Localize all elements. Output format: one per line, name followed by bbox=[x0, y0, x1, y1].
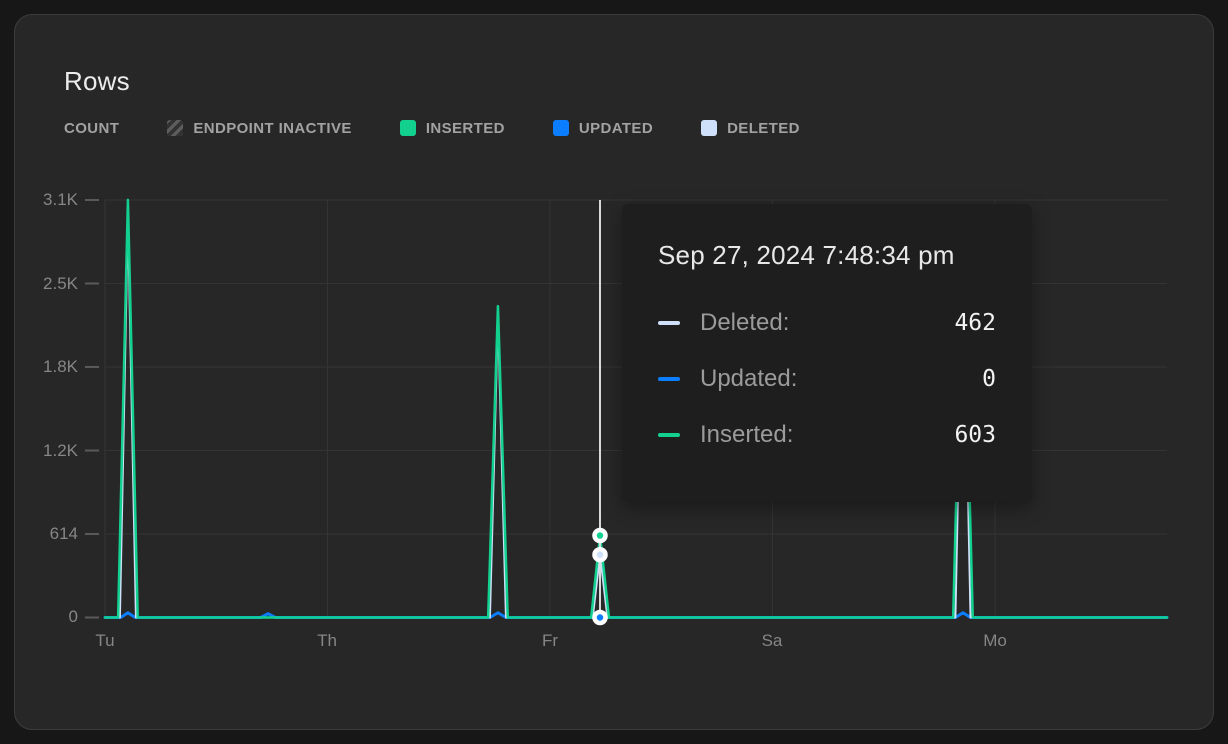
deleted-swatch-icon bbox=[701, 120, 718, 136]
endpoint-inactive-swatch-icon bbox=[167, 120, 184, 136]
tooltip-row-inserted: Inserted: 603 bbox=[658, 421, 996, 448]
tooltip-row-deleted: Deleted: 462 bbox=[658, 309, 996, 336]
x-axis-label: Mo bbox=[983, 631, 1007, 650]
legend-item-deleted[interactable]: DELETED bbox=[701, 120, 800, 137]
tooltip-row-value: 0 bbox=[982, 366, 996, 392]
legend-item-label: DELETED bbox=[727, 119, 800, 137]
legend: COUNT ENDPOINT INACTIVE INSERTED UPDATED… bbox=[64, 118, 800, 138]
y-axis-label: 0 bbox=[68, 607, 78, 626]
x-axis-label: Fr bbox=[541, 631, 559, 650]
y-axis-label: 614 bbox=[49, 524, 78, 543]
legend-item-label: INSERTED bbox=[425, 119, 505, 137]
updated-swatch-icon bbox=[552, 120, 569, 136]
y-axis-label: 1.8K bbox=[43, 357, 78, 376]
tooltip-row-label: Inserted: bbox=[700, 421, 794, 448]
tooltip-row-value: 462 bbox=[954, 310, 996, 336]
legend-item-label: UPDATED bbox=[578, 119, 654, 137]
legend-count-label: COUNT bbox=[64, 119, 120, 137]
y-axis-label: 1.2K bbox=[43, 441, 78, 460]
tooltip-timestamp: Sep 27, 2024 7:48:34 pm bbox=[658, 240, 955, 270]
tooltip-row-label: Updated: bbox=[700, 365, 798, 392]
deleted-dash-icon bbox=[658, 321, 680, 325]
updated-dash-icon bbox=[658, 377, 680, 381]
hover-tooltip: Sep 27, 2024 7:48:34 pm Deleted: 462 Upd… bbox=[622, 204, 1032, 502]
y-axis-label: 3.1K bbox=[43, 190, 78, 209]
tooltip-row-label: Deleted: bbox=[700, 309, 790, 336]
x-axis-label: Sa bbox=[761, 631, 783, 650]
y-axis-label: 2.5K bbox=[43, 274, 78, 293]
inserted-swatch-icon bbox=[399, 120, 416, 136]
legend-item-inserted[interactable]: INSERTED bbox=[399, 119, 505, 137]
tooltip-rows: Deleted: 462 Updated: 0 Inserted: 603 bbox=[658, 309, 996, 448]
legend-item-updated[interactable]: UPDATED bbox=[552, 119, 654, 137]
tooltip-row-updated: Updated: 0 bbox=[658, 365, 996, 392]
chart-title: Rows bbox=[64, 66, 130, 96]
x-axis-label: Th bbox=[317, 631, 337, 650]
legend-item-label: ENDPOINT INACTIVE bbox=[193, 119, 352, 137]
x-axis-label: Tu bbox=[95, 631, 115, 650]
inserted-dash-icon bbox=[658, 433, 680, 437]
tooltip-row-value: 603 bbox=[954, 422, 996, 448]
legend-item-endpoint-inactive[interactable]: ENDPOINT INACTIVE bbox=[167, 120, 351, 137]
